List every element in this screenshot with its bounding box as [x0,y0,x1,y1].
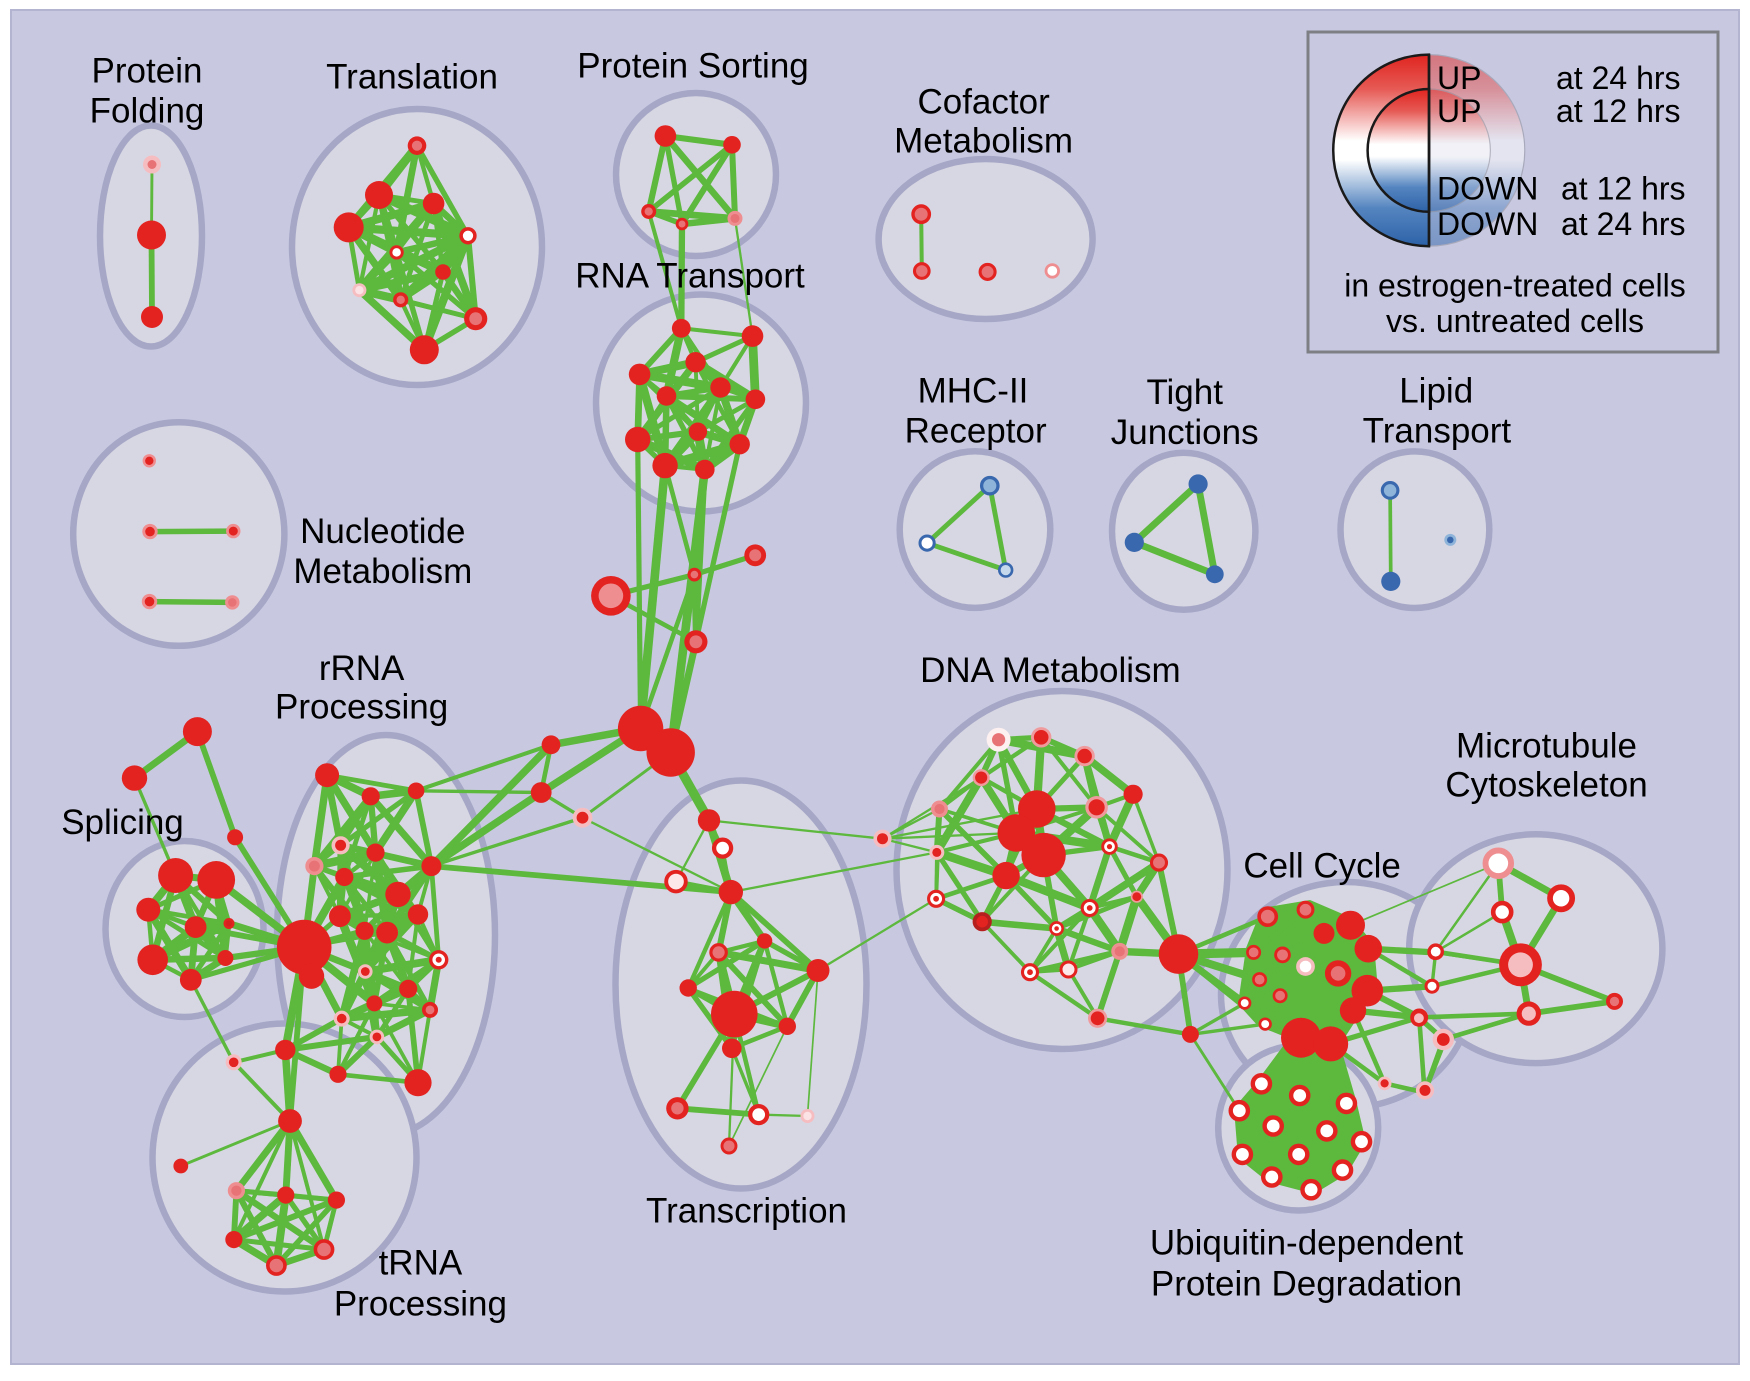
svg-text:Cytoskeleton: Cytoskeleton [1445,765,1647,804]
svg-text:Processing: Processing [275,688,448,727]
svg-text:at 24 hrs: at 24 hrs [1556,60,1681,96]
svg-text:Metabolism: Metabolism [293,552,472,591]
svg-text:DOWN: DOWN [1437,171,1538,207]
svg-text:Protein: Protein [92,52,203,91]
svg-text:UP: UP [1437,60,1481,96]
svg-text:Transport: Transport [1363,411,1512,450]
svg-text:Ubiquitin-dependent: Ubiquitin-dependent [1150,1224,1464,1263]
svg-text:UP: UP [1437,93,1481,129]
svg-text:RNA Transport: RNA Transport [575,257,805,296]
svg-text:Tight: Tight [1146,373,1223,412]
svg-text:at 12 hrs: at 12 hrs [1561,171,1686,207]
svg-text:at 12 hrs: at 12 hrs [1556,93,1681,129]
svg-text:Nucleotide: Nucleotide [300,512,465,551]
svg-text:Protein Degradation: Protein Degradation [1151,1265,1462,1304]
svg-text:in estrogen-treated cells: in estrogen-treated cells [1344,268,1686,304]
svg-text:Cell Cycle: Cell Cycle [1243,846,1401,885]
svg-text:Microtubule: Microtubule [1456,726,1637,765]
svg-text:tRNA: tRNA [379,1244,463,1283]
svg-text:Metabolism: Metabolism [894,122,1073,161]
svg-text:Lipid: Lipid [1399,372,1473,411]
svg-text:Splicing: Splicing [61,803,184,842]
svg-text:Processing: Processing [334,1284,507,1323]
svg-text:Junctions: Junctions [1111,413,1259,452]
svg-text:Cofactor: Cofactor [917,83,1050,122]
svg-text:vs. untreated cells: vs. untreated cells [1386,303,1644,339]
svg-text:at 24 hrs: at 24 hrs [1561,206,1686,242]
svg-text:Receptor: Receptor [905,412,1047,451]
svg-text:Protein Sorting: Protein Sorting [577,47,809,86]
svg-text:DOWN: DOWN [1437,206,1538,242]
svg-text:Transcription: Transcription [646,1192,847,1231]
svg-text:rRNA: rRNA [319,649,405,688]
svg-text:Folding: Folding [90,92,205,131]
svg-text:MHC-II: MHC-II [918,372,1029,411]
svg-text:Translation: Translation [326,58,498,97]
svg-text:DNA Metabolism: DNA Metabolism [920,651,1181,690]
